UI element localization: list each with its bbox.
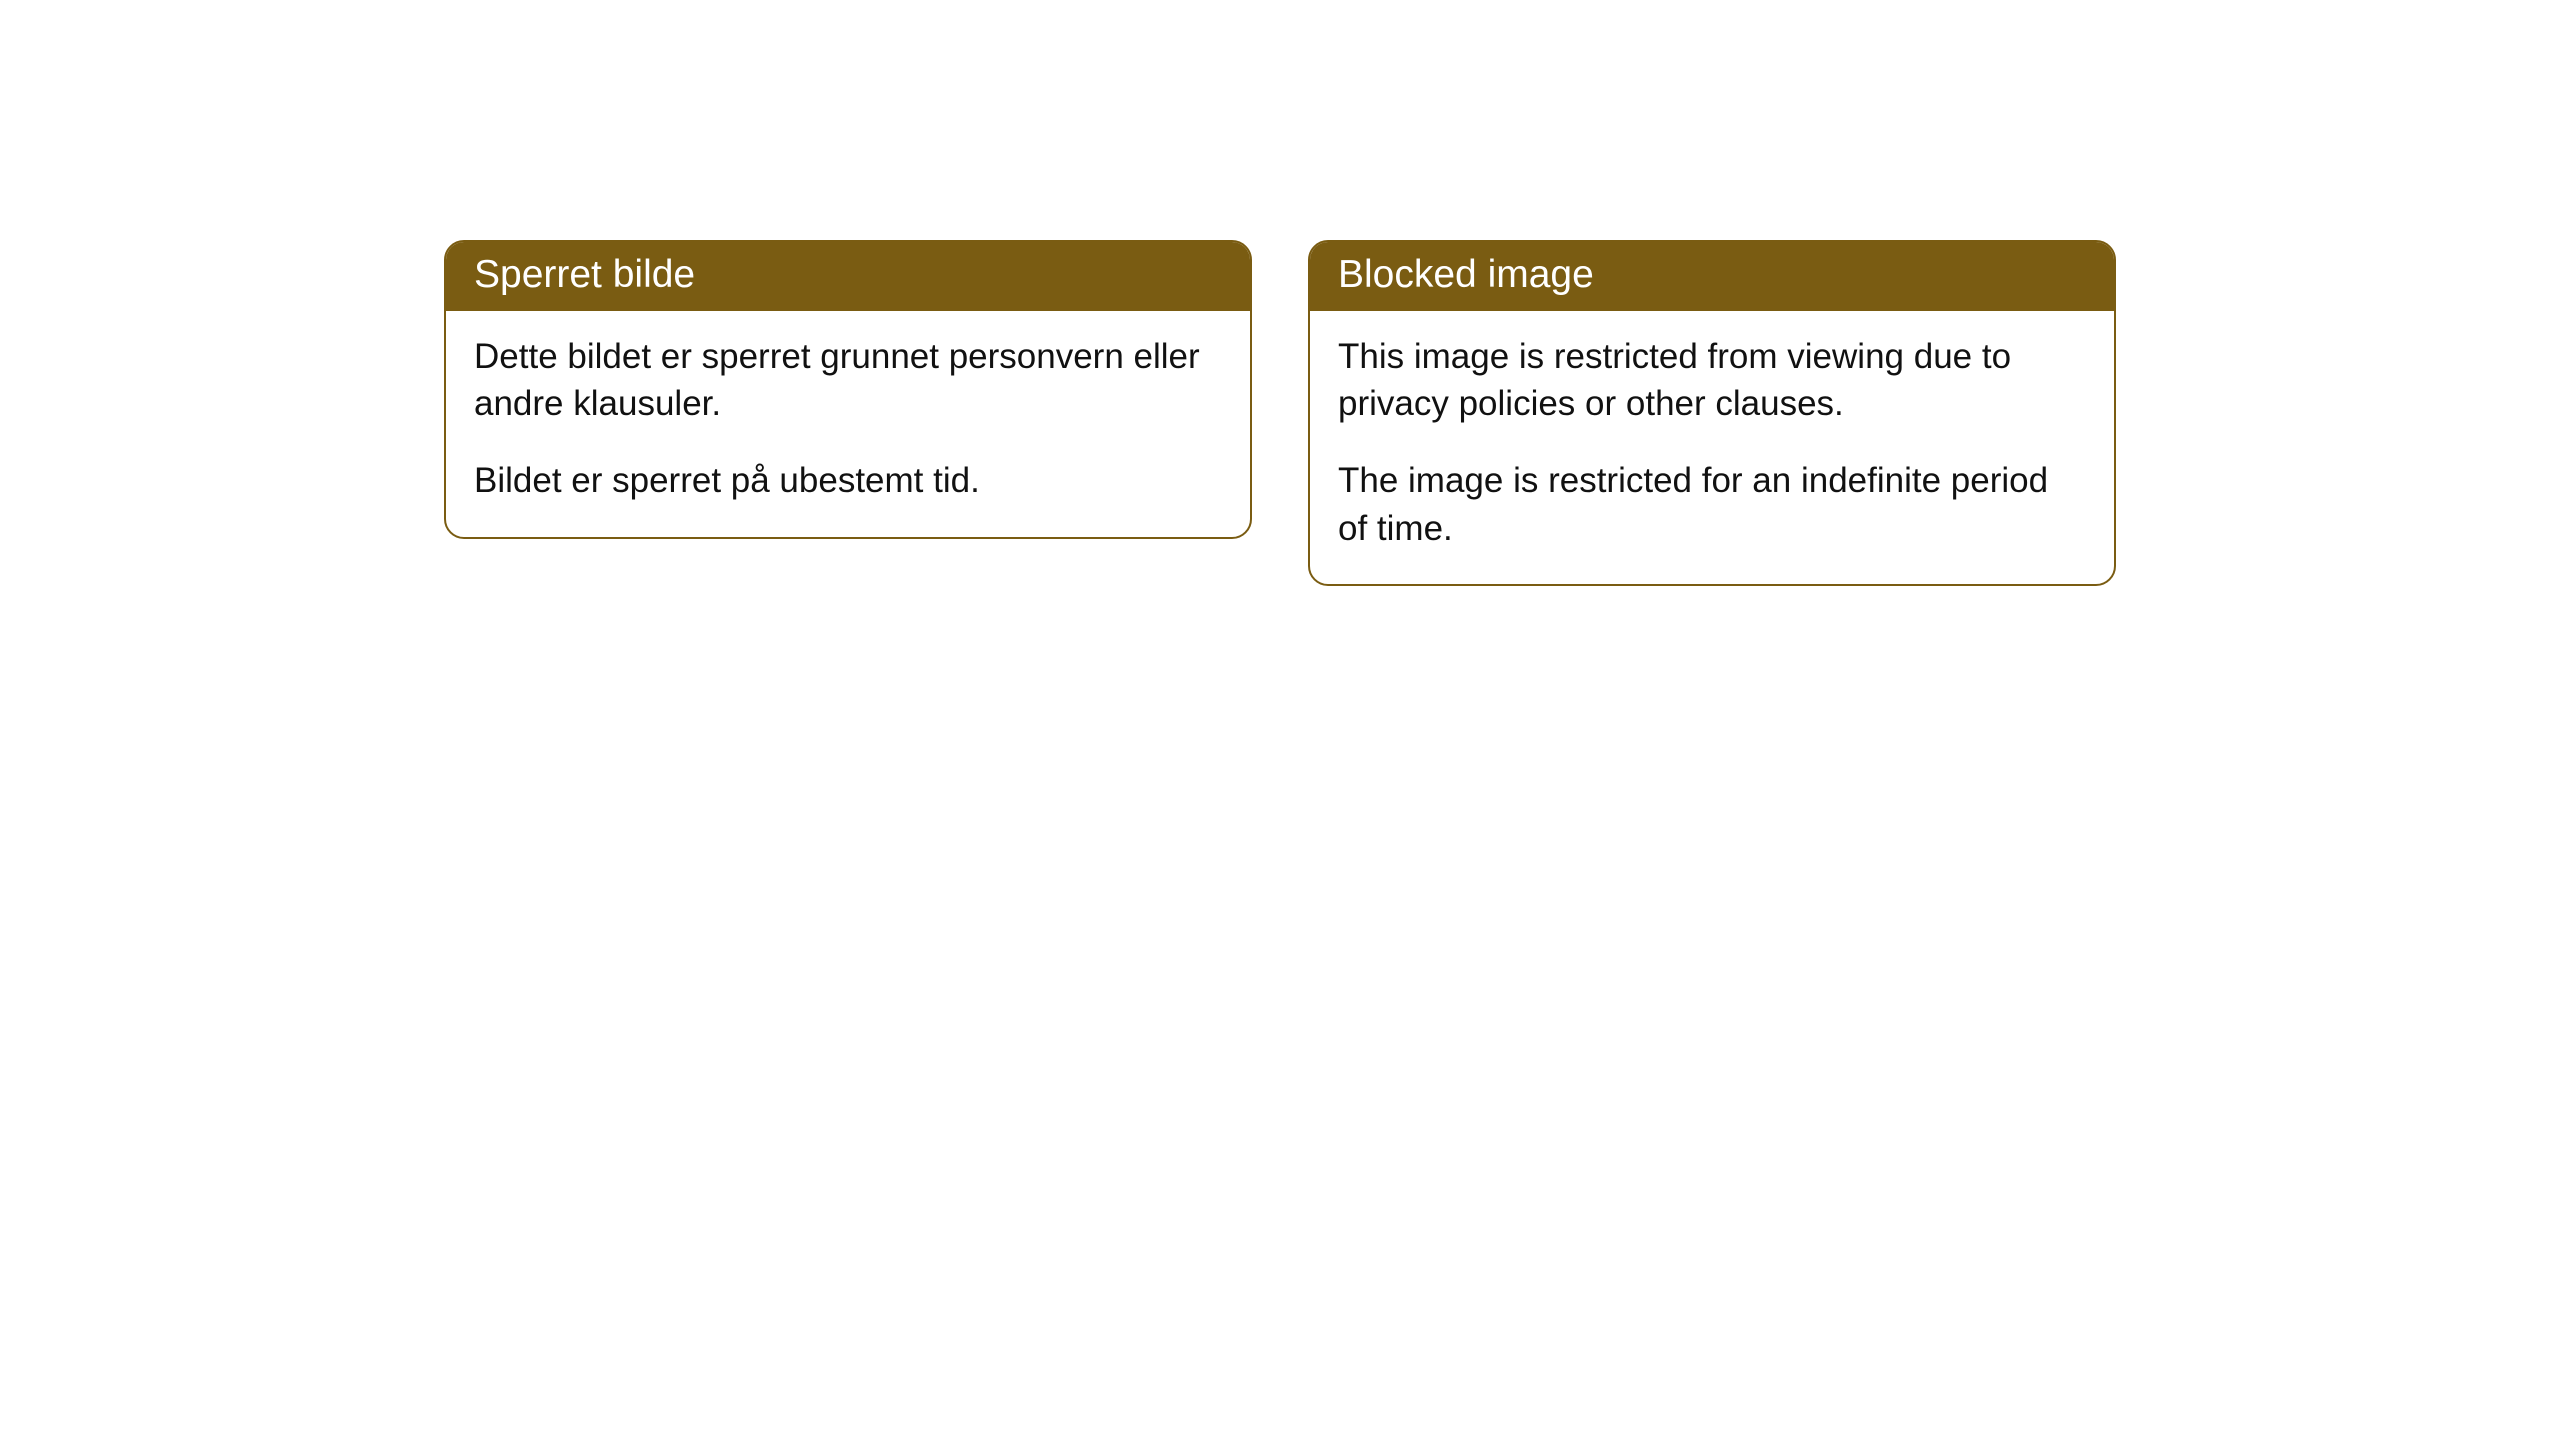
card-body: Dette bildet er sperret grunnet personve… xyxy=(446,311,1250,537)
card-title: Blocked image xyxy=(1310,242,2114,311)
card-paragraph: This image is restricted from viewing du… xyxy=(1338,333,2086,428)
card-paragraph: Bildet er sperret på ubestemt tid. xyxy=(474,457,1222,504)
notice-card-norwegian: Sperret bilde Dette bildet er sperret gr… xyxy=(444,240,1252,539)
card-paragraph: Dette bildet er sperret grunnet personve… xyxy=(474,333,1222,428)
notice-card-container: Sperret bilde Dette bildet er sperret gr… xyxy=(444,240,2116,1440)
card-title: Sperret bilde xyxy=(446,242,1250,311)
card-body: This image is restricted from viewing du… xyxy=(1310,311,2114,584)
notice-card-english: Blocked image This image is restricted f… xyxy=(1308,240,2116,586)
card-paragraph: The image is restricted for an indefinit… xyxy=(1338,457,2086,552)
